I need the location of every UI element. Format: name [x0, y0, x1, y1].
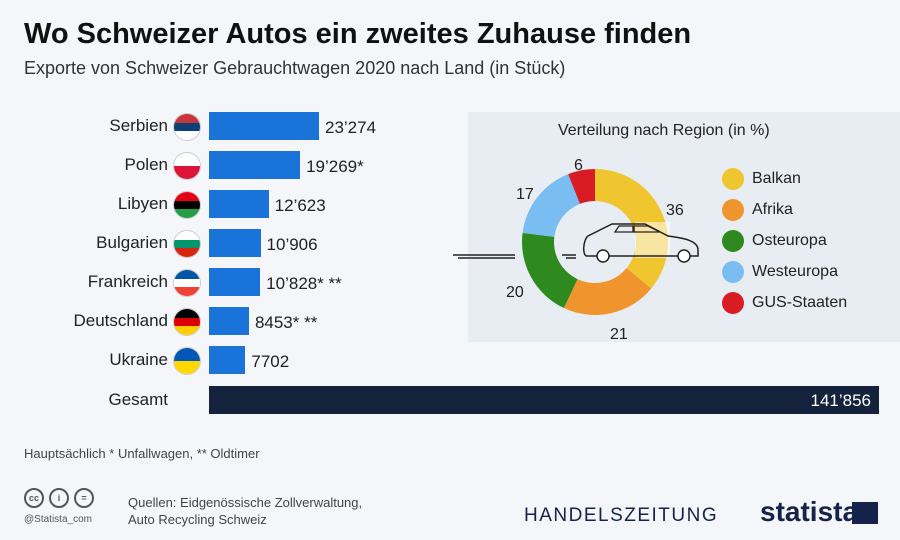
legend-swatch	[722, 292, 744, 314]
license-icons: cc i =	[24, 488, 94, 508]
donut-slice-balkan	[595, 169, 668, 289]
total-value: 141’856	[810, 391, 871, 410]
source-line: Auto Recycling Schweiz	[128, 512, 267, 527]
donut-value-label: 21	[610, 326, 628, 343]
bar-row: Bulgarien 10’906	[0, 229, 460, 258]
legend-label: Afrika	[752, 201, 793, 218]
legend-swatch	[722, 168, 744, 190]
flag-stripe	[174, 270, 200, 279]
source-line: Quellen: Eidgenössische Zollverwaltung,	[128, 495, 363, 510]
legend-label: Westeuropa	[752, 263, 838, 280]
bar	[209, 307, 249, 335]
bar	[209, 151, 301, 179]
flag-stripe	[174, 317, 200, 327]
donut-slice-afrika	[563, 268, 652, 315]
chart-subtitle: Exporte von Schweizer Gebrauchtwagen 202…	[24, 58, 566, 78]
donut-slice-gus-staaten	[568, 169, 595, 204]
flag-stripe	[174, 361, 200, 374]
donut-value-label: 36	[666, 202, 684, 219]
flag-stripe	[174, 278, 200, 288]
statista-handle: @Statista_com	[24, 514, 92, 525]
flag-stripe	[174, 209, 200, 218]
footnote: Hauptsächlich * Unfallwagen, ** Oldtimer	[24, 446, 260, 461]
flag-stripe	[174, 309, 200, 318]
data-label: 10’906	[266, 235, 318, 254]
category-label: Libyen	[117, 194, 168, 213]
legend-label: Osteuropa	[752, 232, 827, 249]
bar	[209, 346, 246, 374]
bar-row: Ukraine 7702	[0, 346, 460, 375]
flag-icon	[173, 347, 201, 375]
flag-stripe	[174, 239, 200, 249]
bar	[209, 268, 261, 296]
bar-row: Deutschland 8453* **	[0, 307, 460, 336]
flag-stripe	[174, 248, 200, 257]
flag-icon	[173, 230, 201, 258]
flag-stripe	[174, 166, 200, 179]
donut-slice-osteuropa	[522, 232, 578, 309]
legend-label: Balkan	[752, 170, 801, 187]
flag-stripe	[174, 326, 200, 335]
flag-icon	[173, 269, 201, 297]
category-label: Polen	[124, 155, 168, 174]
flag-stripe	[174, 231, 200, 240]
category-label: Serbien	[109, 116, 168, 135]
donut-value-label: 17	[516, 186, 534, 203]
total-bar: 141’856	[209, 386, 879, 414]
flag-stripe	[174, 131, 200, 140]
legend-swatch	[722, 230, 744, 252]
data-label: 12’623	[274, 196, 326, 215]
bar	[209, 190, 269, 218]
flag-stripe	[174, 200, 200, 210]
no-derivatives-icon: =	[74, 488, 94, 508]
flag-stripe	[174, 348, 200, 361]
category-label: Ukraine	[109, 350, 168, 369]
bar-row: Frankreich 10’828* **	[0, 268, 460, 297]
flag-stripe	[174, 153, 200, 166]
legend-swatch	[722, 261, 744, 283]
bar	[209, 229, 261, 257]
category-label: Frankreich	[87, 272, 168, 291]
donut-slice-westeuropa	[522, 174, 580, 237]
data-label: 8453* **	[254, 313, 318, 332]
bar-row: Polen 19’269*	[0, 151, 460, 180]
legend-swatch	[722, 199, 744, 221]
flag-icon	[173, 152, 201, 180]
total-label: Gesamt	[108, 390, 168, 409]
data-label: 10’828* **	[266, 274, 342, 293]
flag-icon	[173, 113, 201, 141]
bar-row: Serbien 23’274	[0, 112, 460, 141]
data-label: 7702	[251, 352, 290, 371]
donut-value-label: 6	[574, 157, 583, 174]
donut-value-label: 20	[506, 284, 524, 301]
attribution-icon: i	[49, 488, 69, 508]
flag-stripe	[174, 122, 200, 132]
data-label: 19’269*	[306, 157, 364, 176]
flag-icon	[173, 308, 201, 336]
bar-row: Libyen 12’623	[0, 190, 460, 219]
bar	[209, 112, 319, 140]
flag-stripe	[174, 192, 200, 201]
category-label: Deutschland	[73, 311, 168, 330]
flag-stripe	[174, 114, 200, 123]
statista-logo-mark	[852, 502, 878, 524]
handelszeitung-logo: HANDELSZEITUNG	[524, 505, 719, 526]
data-label: 23’274	[325, 118, 377, 137]
flag-stripe	[174, 287, 200, 296]
chart-title: Wo Schweizer Autos ein zweites Zuhause f…	[24, 18, 692, 50]
statista-logo: statista	[760, 496, 859, 527]
sources: Quellen: Eidgenössische Zollverwaltung, A…	[128, 494, 362, 528]
donut-title: Verteilung nach Region (in %)	[558, 122, 770, 139]
car-icon	[453, 222, 699, 263]
flag-icon	[173, 191, 201, 219]
category-label: Bulgarien	[96, 233, 168, 252]
cc-icon: cc	[24, 488, 44, 508]
legend-label: GUS-Staaten	[752, 294, 848, 311]
